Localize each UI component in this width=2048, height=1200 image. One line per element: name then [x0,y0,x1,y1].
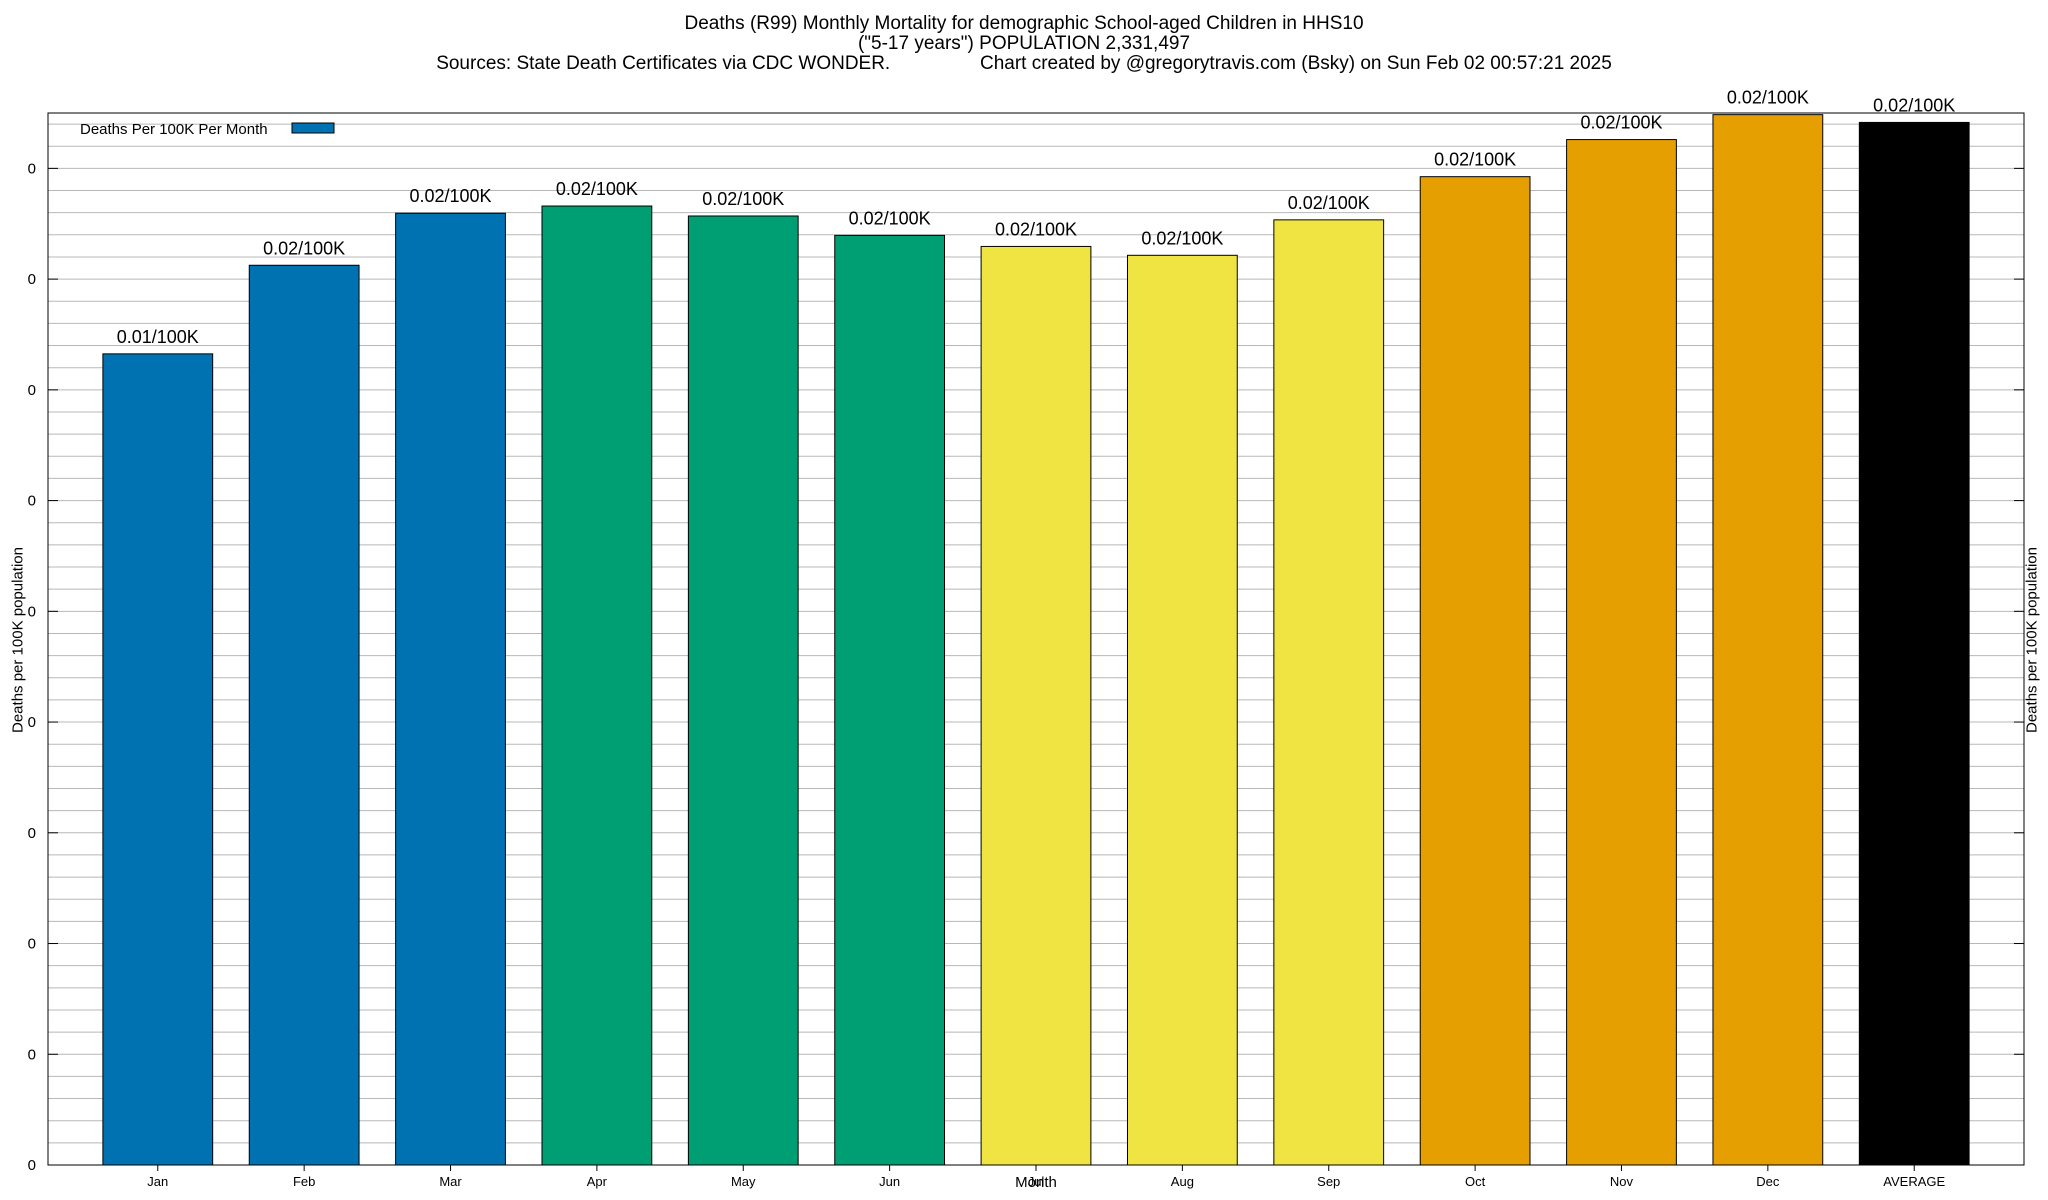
x-tick-label: Aug [1171,1174,1194,1189]
y-axis-label-right: Deaths per 100K population [2023,547,2041,733]
y-axis-label-left: Deaths per 100K population [9,547,27,733]
chart-title-block: Deaths (R99) Monthly Mortality for demog… [0,14,2048,74]
bar [1126,254,1238,1166]
x-axis-label: Month [1015,1174,1057,1191]
y-tick-label: 0 [28,382,36,399]
bar-data-label: 0.02/100K [1580,113,1662,133]
x-tick-label: Oct [1465,1174,1486,1189]
x-tick-label: Dec [1756,1174,1780,1189]
x-tick-label: Jun [879,1174,900,1189]
x-tick-label: May [731,1174,756,1189]
bar [541,205,653,1166]
x-tick-label: Feb [293,1174,315,1189]
bar [980,245,1092,1166]
bar-data-label: 0.02/100K [1873,95,1955,115]
chart-credit: Chart created by @gregorytravis.com (Bsk… [979,53,1612,74]
legend-label: Deaths Per 100K Per Month [80,121,268,138]
bar [687,215,799,1166]
y-tick-label: 0 [28,603,36,620]
bar-data-label: 0.02/100K [1288,193,1370,213]
y-tick-label: 0 [28,714,36,731]
chart-title: Deaths (R99) Monthly Mortality for demog… [684,13,1364,34]
bar [1712,114,1824,1166]
chart-source-line: Sources: State Death Certificates via CD… [0,54,2048,74]
x-tick-label: Jan [147,1174,168,1189]
bar-data-label: 0.02/100K [1141,228,1223,248]
bar [834,234,946,1166]
x-tick-label: AVERAGE [1883,1174,1945,1189]
bar-data-label: 0.02/100K [556,179,638,199]
bar [1419,176,1531,1166]
y-tick-label: 0 [28,160,36,177]
bar-data-label: 0.02/100K [849,208,931,228]
bar-data-label: 0.02/100K [1727,88,1809,108]
bar [1858,121,1970,1166]
bar-data-label: 0.01/100K [117,327,199,347]
bar [1273,219,1385,1166]
bar [102,353,214,1166]
bar-data-label: 0.02/100K [995,219,1077,239]
bar [1566,139,1677,1166]
x-tick-label: Jul [1028,1174,1045,1189]
y-tick-label: 0 [28,1157,36,1174]
y-tick-label: 0 [28,825,36,842]
y-tick-label: 0 [28,1046,36,1063]
legend-swatch [291,122,335,134]
chart-sources: Sources: State Death Certificates via CD… [436,53,891,74]
bar-data-label: 0.02/100K [702,189,784,209]
x-tick-label: Sep [1317,1174,1340,1189]
bar-data-label: 0.02/100K [1434,150,1516,170]
bar [248,264,360,1166]
y-tick-label: 0 [28,936,36,953]
x-tick-label: Apr [587,1174,608,1189]
y-tick-label: 0 [28,271,36,288]
y-tick-label: 0 [28,493,36,510]
chart-subtitle: ("5-17 years") POPULATION 2,331,497 [857,33,1191,54]
bar-data-label: 0.02/100K [263,238,345,258]
x-tick-label: Mar [439,1174,462,1189]
x-tick-label: Nov [1610,1174,1634,1189]
bar-data-label: 0.02/100K [409,186,491,206]
bar [395,212,506,1166]
